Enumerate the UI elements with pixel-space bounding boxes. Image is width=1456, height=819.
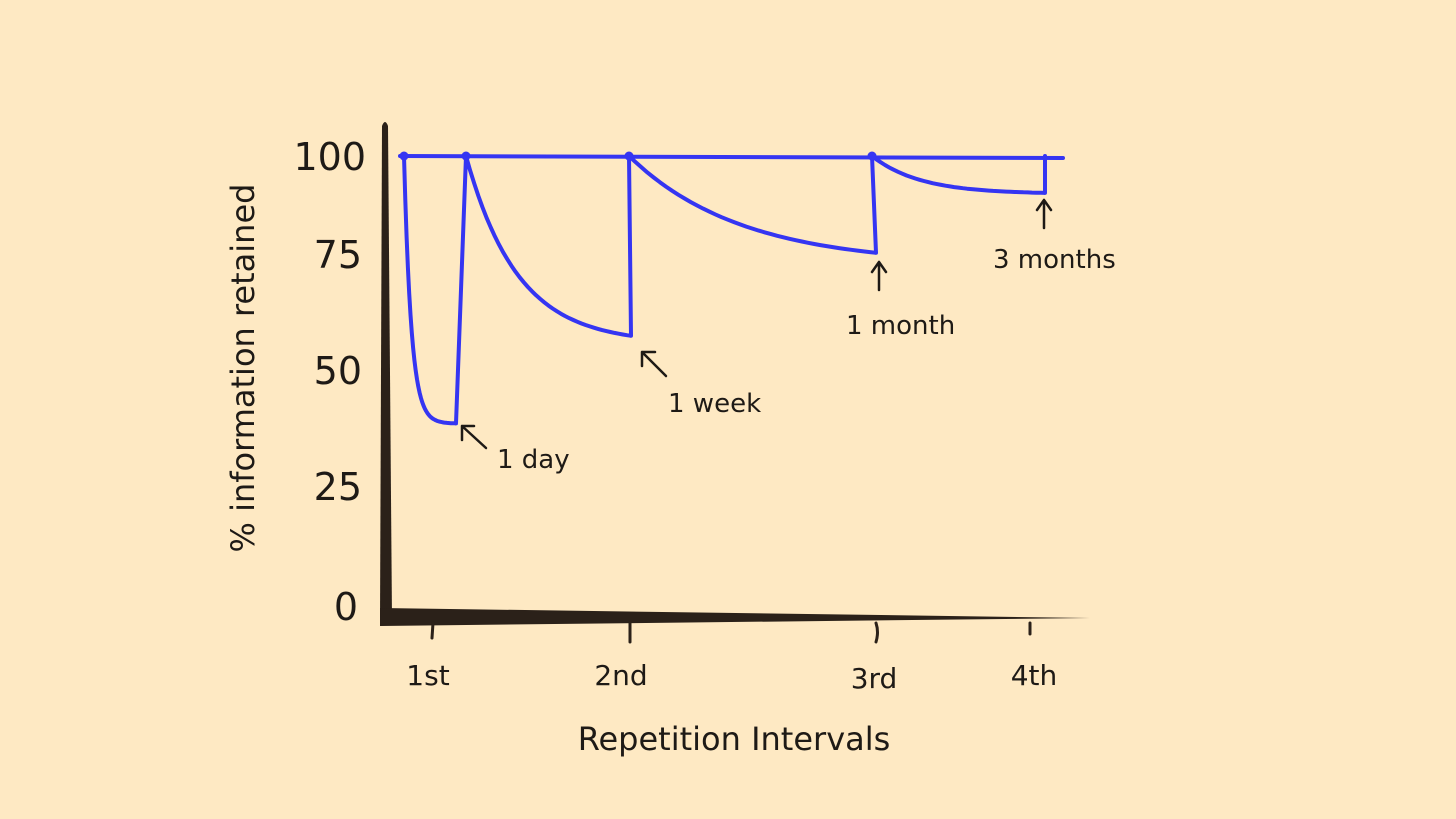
y-tick-label: 75 <box>314 233 362 277</box>
y-axis <box>380 122 392 620</box>
y-tick-label: 0 <box>334 585 358 629</box>
arrow-icon <box>1035 198 1053 230</box>
x-tick-label: 2nd <box>594 659 647 692</box>
x-tick-mark <box>430 621 435 640</box>
x-axis-title: Repetition Intervals <box>578 720 891 758</box>
x-axis <box>380 608 1090 626</box>
x-tick-label: 1st <box>406 659 449 692</box>
x-tick-label: 4th <box>1011 659 1058 692</box>
curve-layer <box>398 151 1065 426</box>
annotation-label: 1 month <box>846 311 955 341</box>
annotation-label: 3 months <box>993 245 1116 275</box>
review-point <box>399 151 409 161</box>
x-tick-label: 3rd <box>851 662 898 695</box>
arrow-icon <box>870 260 888 292</box>
review-jump-line <box>454 154 468 426</box>
annotation-arrows <box>460 198 1053 450</box>
x-tick-mark <box>874 621 879 644</box>
arrow-icon <box>640 350 668 378</box>
annotation-label: 1 week <box>668 389 761 419</box>
review-jump-line <box>870 154 878 255</box>
decay-curve <box>627 154 877 255</box>
y-tick-label: 100 <box>293 135 366 179</box>
review-point <box>867 151 877 161</box>
arrow-icon <box>460 424 488 450</box>
y-axis-title: % information retained <box>224 184 262 553</box>
review-point <box>624 151 634 161</box>
y-tick-label: 25 <box>314 465 362 509</box>
annotation-label: 1 day <box>497 445 570 475</box>
decay-curve <box>870 154 1046 195</box>
decay-curve <box>464 155 632 338</box>
review-point <box>461 151 471 161</box>
retention-ceiling-line <box>398 154 1065 160</box>
review-jump-line <box>627 154 633 338</box>
y-tick-label: 50 <box>314 349 362 393</box>
decay-curve <box>402 155 457 426</box>
